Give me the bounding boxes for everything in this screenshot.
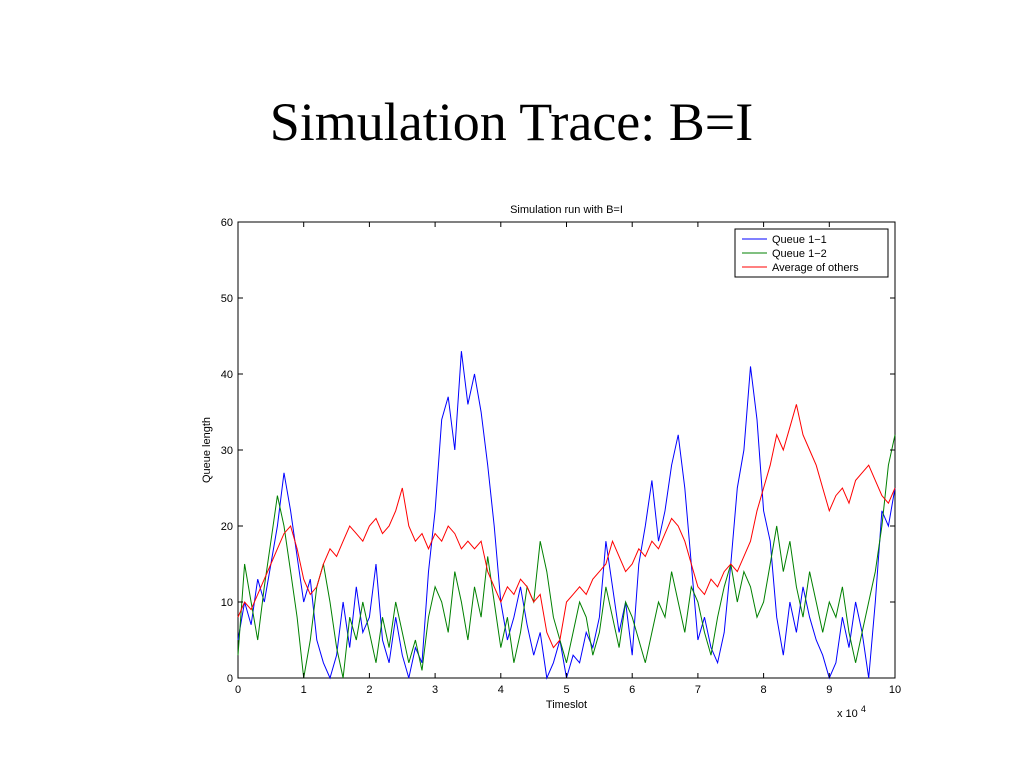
x-axis-multiplier-base: x 10 (837, 708, 858, 720)
tick-layer: 0 1 2 3 4 5 6 7 8 9 10 0 10 20 30 40 50 60 (221, 217, 901, 696)
series-line-2 (237, 434, 896, 679)
legend-entry: Average of others (772, 262, 859, 274)
slide-title: Simulation Trace: B=I (269, 92, 754, 152)
x-tick-label: 6 (629, 684, 635, 696)
x-tick-label: 7 (695, 684, 701, 696)
x-tick-label: 8 (761, 684, 767, 696)
y-tick-label: 40 (221, 369, 233, 381)
legend-entry: Queue 1−2 (772, 248, 827, 260)
y-tick-label: 60 (221, 217, 233, 229)
x-tick-label: 5 (563, 684, 569, 696)
x-tick-label: 9 (826, 684, 832, 696)
x-tick-label: 3 (432, 684, 438, 696)
x-axis-label: Timeslot (546, 699, 587, 711)
y-tick-label: 20 (221, 521, 233, 533)
y-tick-label: 50 (221, 293, 233, 305)
y-tick-label: 30 (221, 445, 233, 457)
legend-entry: Queue 1−1 (772, 234, 827, 246)
plot-frame (237, 221, 896, 679)
y-tick-label: 10 (221, 597, 233, 609)
x-axis-multiplier-exponent: 4 (861, 704, 866, 714)
x-axis-multiplier: x 10 4 (837, 704, 866, 720)
x-tick-label: 1 (301, 684, 307, 696)
x-tick-label: 0 (235, 684, 241, 696)
legend: Queue 1−1 Queue 1−2 Average of others (734, 228, 889, 278)
y-axis-label: Queue length (201, 417, 213, 483)
x-tick-label: 2 (366, 684, 372, 696)
x-tick-label: 10 (889, 684, 901, 696)
x-tick-label: 4 (498, 684, 504, 696)
y-tick-label: 0 (227, 673, 233, 685)
series-line-3 (237, 404, 896, 649)
plot-title: Simulation run with B=I (510, 204, 623, 216)
